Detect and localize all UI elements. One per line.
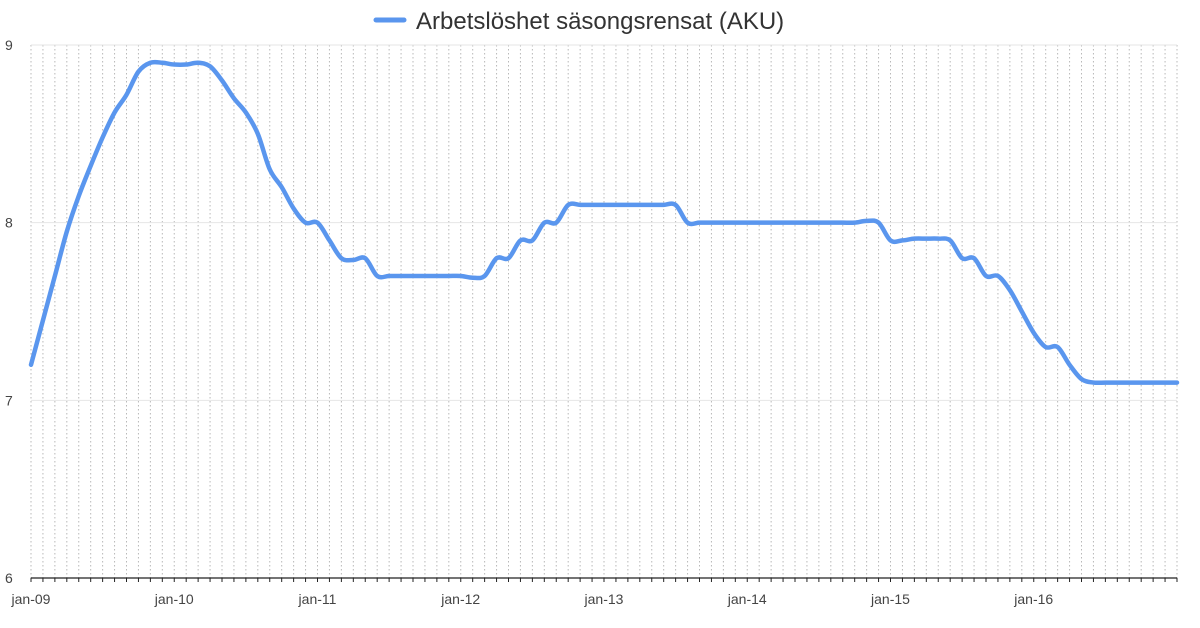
x-tick-label: jan-15	[870, 591, 910, 607]
y-axis: 6 7 8 9	[5, 37, 13, 586]
x-tick-label: jan-09	[11, 591, 51, 607]
series-line-arbetsloshet	[28, 59, 1180, 386]
legend-label: Arbetslöshet säsongsrensat (AKU)	[416, 8, 784, 35]
y-tick-label: 9	[5, 37, 13, 53]
x-axis	[30, 577, 1178, 582]
series-layer	[28, 59, 1180, 386]
x-tick-label: jan-10	[154, 591, 194, 607]
x-tick-label: jan-12	[440, 591, 480, 607]
x-axis-ticks: jan-09 jan-10 jan-11 jan-12 jan-13 jan-14 jan-…	[11, 591, 1054, 607]
x-tick-label: jan-14	[727, 591, 767, 607]
y-tick-label: 8	[5, 215, 13, 231]
grid	[30, 44, 1178, 578]
y-tick-label: 6	[5, 570, 13, 586]
legend: Arbetslöshet säsongsrensat (AKU)	[373, 8, 784, 35]
x-tick-label: jan-16	[1013, 591, 1053, 607]
x-tick-label: jan-13	[584, 591, 624, 607]
x-tick-label: jan-11	[298, 591, 337, 607]
y-tick-label: 7	[5, 392, 13, 408]
